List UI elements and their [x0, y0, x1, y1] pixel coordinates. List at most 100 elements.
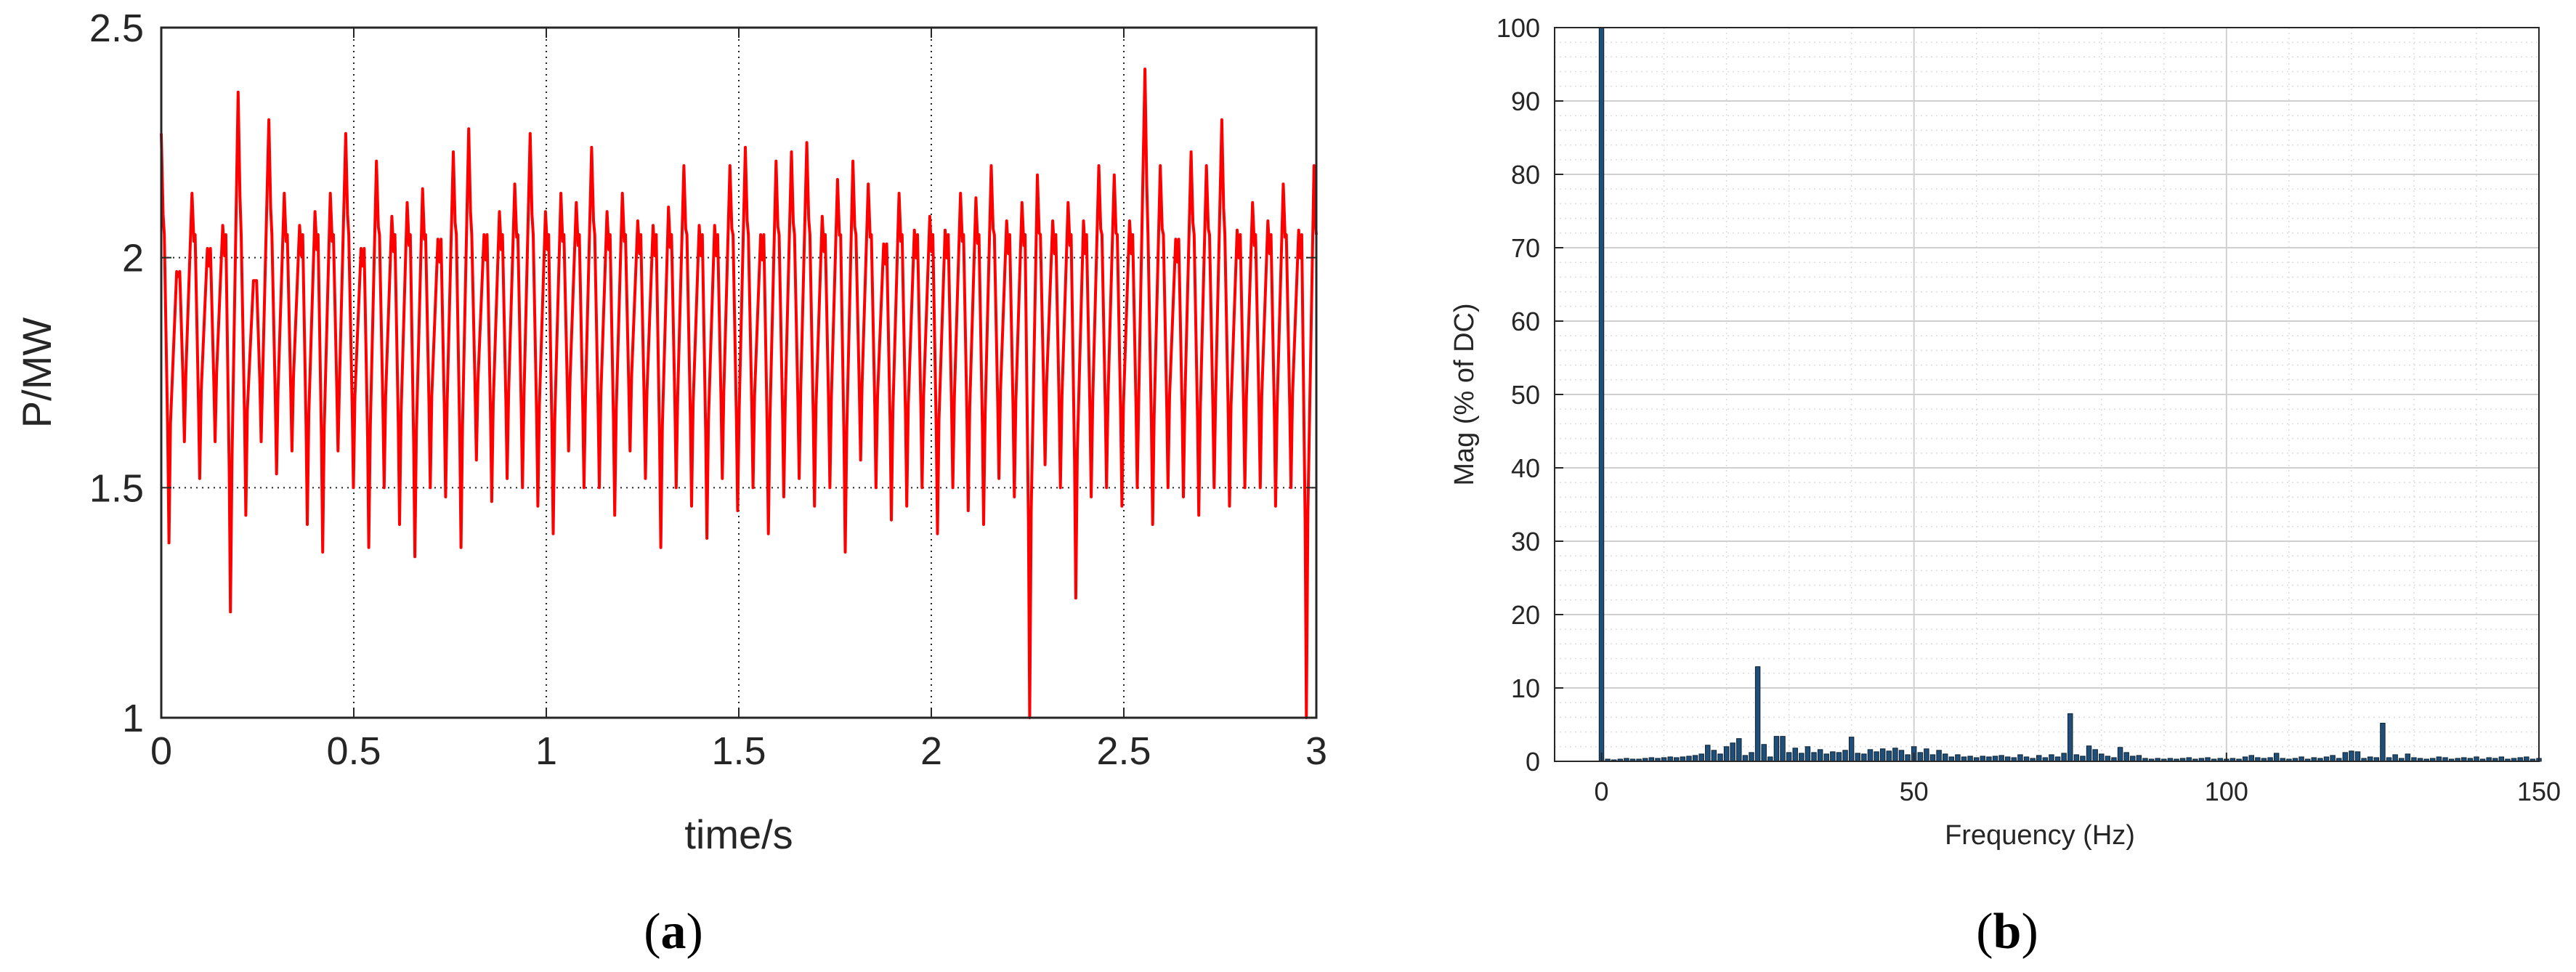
spectrum-bar — [1692, 755, 1698, 762]
spectrum-bar — [1842, 750, 1848, 762]
spectrum-bar — [1917, 752, 1924, 762]
spectrum-bar — [2405, 753, 2411, 762]
spectrum-bar — [1723, 746, 1730, 762]
y-tick-label-b: 40 — [1511, 453, 1540, 483]
spectrum-bar — [2080, 756, 2086, 762]
spectrum-bar — [1686, 756, 1692, 762]
spectrum-bar — [1698, 753, 1704, 762]
y-tick-label-b: 50 — [1511, 380, 1540, 410]
spectrum-bar — [2067, 713, 2073, 762]
spectrum-bar — [1799, 753, 1805, 762]
x-axis-label-b: Frequency (Hz) — [1945, 820, 2135, 851]
spectrum-bar — [2105, 756, 2111, 762]
spectrum-bar — [2136, 755, 2142, 762]
x-tick-label-b: 150 — [2517, 777, 2561, 806]
spectrum-bar — [2092, 749, 2098, 762]
spectrum-bar — [1754, 666, 1761, 762]
spectrum-bar — [1817, 749, 1823, 762]
spectrum-bar — [1980, 756, 1986, 762]
spectrum-bar — [2117, 747, 2123, 762]
spectrum-bar — [1823, 753, 1829, 762]
x-tick-label-a: 0.5 — [326, 729, 381, 773]
spectrum-bar — [1836, 752, 1842, 762]
spectrum-bar — [1742, 755, 1749, 762]
spectrum-bar — [1929, 754, 1936, 762]
spectrum-bar — [2036, 755, 2042, 762]
spectrum-bar — [1711, 750, 1717, 762]
spectrum-bar — [1892, 748, 1898, 762]
y-axis-label-a: P/MW — [14, 317, 60, 429]
y-tick-label-b: 10 — [1511, 673, 1540, 703]
x-tick-label-a: 1 — [535, 729, 557, 773]
y-tick-label-b: 0 — [1526, 747, 1540, 777]
y-tick-label-b: 80 — [1511, 160, 1540, 190]
spectrum-bar — [1705, 745, 1711, 762]
spectrum-bar — [1761, 744, 1767, 762]
spectrum-bar — [1730, 742, 1735, 762]
spectrum-bar — [1736, 738, 1742, 762]
x-axis-label-a: time/s — [684, 811, 793, 857]
spectrum-bar — [1773, 736, 1780, 762]
y-tick-label-a: 2 — [122, 237, 144, 280]
spectrum-bar — [1598, 27, 1605, 762]
x-tick-label-a: 2 — [920, 729, 942, 773]
y-tick-label-b: 100 — [1496, 13, 1540, 43]
spectrum-bar — [2273, 753, 2280, 762]
spectrum-bar — [2380, 722, 2386, 762]
y-tick-label-a: 1 — [122, 697, 144, 740]
panel-b-spectrum: 0 50 100 150 0 10 20 30 40 50 60 70 80 90 100 Frequenc… — [1449, 13, 2561, 960]
spectrum-bar — [1898, 750, 1905, 762]
y-tick-label-a: 2.5 — [89, 7, 144, 50]
spectrum-bar — [1992, 756, 1998, 762]
y-tick-label-b: 20 — [1511, 600, 1540, 630]
spectrum-bar — [2123, 752, 2129, 762]
x-tick-label-a: 3 — [1305, 729, 1327, 773]
spectrum-bar — [1792, 748, 1798, 762]
spectrum-bar — [1998, 755, 2004, 762]
panel-label-a: (a) — [644, 904, 703, 960]
spectrum-bar — [2073, 754, 2080, 762]
spectrum-bar — [2248, 755, 2254, 762]
y-tick-label-b: 60 — [1511, 307, 1540, 336]
spectrum-bar — [1924, 748, 1929, 762]
x-tick-label-a: 2.5 — [1096, 729, 1151, 773]
y-tick-label-b: 70 — [1511, 233, 1540, 263]
panel-a-time-series: 0 0.5 1 1.5 2 2.5 3 1 1.5 2 2.5 time/s P/MW (a) — [14, 7, 1327, 960]
x-tick-label-b: 50 — [1900, 777, 1929, 806]
spectrum-bar — [1905, 754, 1911, 762]
trace-group-a — [160, 68, 1318, 719]
spectrum-bar — [1874, 751, 1879, 762]
spectrum-bar — [2349, 750, 2354, 762]
y-tick-label-b: 90 — [1511, 86, 1540, 116]
ticks-b: 0 50 100 150 0 10 20 30 40 50 60 70 80 90 100 — [1496, 13, 2561, 806]
spectrum-bar — [2342, 752, 2349, 762]
spectrum-bar — [2330, 755, 2336, 762]
ticks-a: 0 0.5 1 1.5 2 2.5 3 1 1.5 2 2.5 — [89, 7, 1327, 773]
spectrum-bar — [1861, 753, 1867, 762]
spectrum-bar — [2086, 745, 2092, 762]
spectrum-bar — [1848, 737, 1855, 762]
spectrum-bar — [1967, 756, 1973, 762]
spectrum-bar — [1955, 754, 1961, 762]
spectrum-bar — [1780, 736, 1786, 762]
spectrum-bar — [1855, 753, 1860, 762]
spectrum-bar — [1867, 749, 1874, 762]
spectrum-bar — [1717, 753, 1723, 762]
spectrum-bar — [1805, 746, 1811, 762]
spectrum-bar — [1811, 752, 1817, 762]
spectrum-bar — [2099, 753, 2105, 762]
spectrum-bar — [2049, 754, 2054, 762]
spectrum-bar — [1786, 752, 1792, 762]
x-tick-label-a: 1.5 — [711, 729, 766, 773]
spectrum-bar — [1936, 750, 1942, 762]
spectrum-bar — [2017, 754, 2023, 762]
y-tick-label-b: 30 — [1511, 527, 1540, 556]
spectrum-bar — [1886, 750, 1892, 762]
spectrum-bar — [1942, 753, 1948, 762]
x-tick-label-a: 0 — [150, 729, 172, 773]
spectrum-bar — [2392, 754, 2398, 762]
y-axis-label-b: Mag (% of DC) — [1449, 303, 1480, 485]
spectrum-bar — [1879, 748, 1886, 762]
spectrum-bar — [2354, 751, 2361, 762]
